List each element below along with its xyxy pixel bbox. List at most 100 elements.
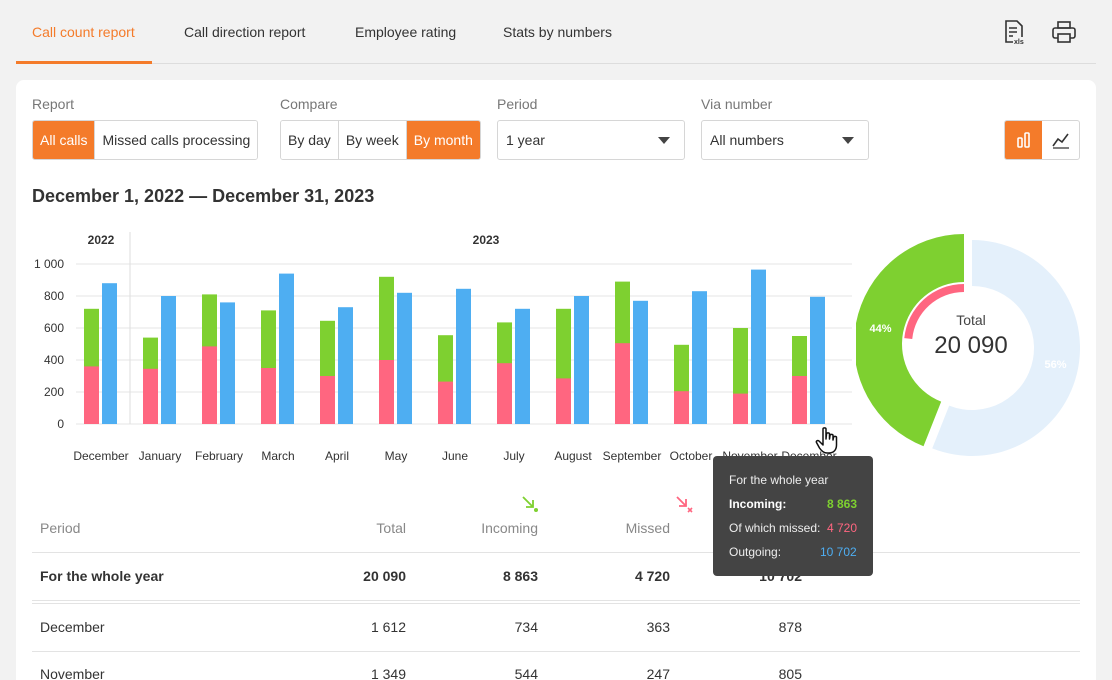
x-tick-label: December (73, 449, 128, 463)
summary-period: For the whole year (40, 568, 164, 584)
call-count-bar-chart: 1 000 800 600 400 200 0 2022 2023 December Januar… (34, 232, 852, 463)
row-period: December (40, 619, 105, 635)
bar-missed (556, 378, 571, 424)
donut-slice-outgoing (932, 240, 1080, 456)
bar-outgoing (102, 283, 117, 424)
xls-export-icon[interactable]: xls (1000, 18, 1028, 46)
tab-call-direction-report[interactable]: Call direction report (184, 24, 306, 40)
compare-segmented: By day By week By month (280, 120, 481, 160)
report-option-missed-calls-processing[interactable]: Missed calls processing (95, 121, 258, 159)
y-tick-label: 600 (44, 321, 64, 335)
table-divider (32, 603, 1080, 604)
x-tick-label: October (670, 449, 713, 463)
table-header-period: Period (40, 520, 81, 536)
tooltip-outgoing-label: Outgoing: (729, 545, 782, 559)
bar-missed (792, 376, 807, 424)
report-tabs: Call count report Call direction report … (16, 0, 1096, 64)
chevron-down-icon (658, 137, 670, 144)
donut-slice-incoming (856, 234, 964, 447)
row-total: 1 349 (370, 666, 406, 680)
bar-outgoing (338, 307, 353, 424)
table-header-missed: Missed (625, 520, 670, 536)
x-tick-label: January (139, 449, 182, 463)
bar-missed (379, 360, 394, 424)
row-missed: 247 (646, 666, 670, 680)
row-missed: 363 (646, 619, 670, 635)
bar-missed (497, 363, 512, 424)
tooltip-missed-label: Of which missed: (729, 521, 821, 535)
y-tick-label: 0 (57, 417, 64, 431)
y-tick-label: 400 (44, 353, 64, 367)
bar-outgoing (574, 296, 589, 424)
chevron-down-icon (842, 137, 854, 144)
bar-missed (202, 346, 217, 424)
via-number-select-value: All numbers (710, 132, 784, 148)
compare-option-by-month[interactable]: By month (406, 121, 480, 159)
summary-incoming: 8 863 (502, 568, 538, 584)
bar-outgoing (456, 288, 471, 424)
x-tick-label: June (442, 449, 468, 463)
donut-total-value: 20 090 (934, 332, 1008, 359)
line-chart-view-button[interactable] (1042, 121, 1079, 159)
via-number-filter-label: Via number (701, 96, 773, 112)
line-chart-icon (1051, 133, 1069, 149)
compare-filter-label: Compare (280, 96, 338, 112)
bar-chart-icon (1016, 132, 1030, 148)
report-option-all-calls[interactable]: All calls (33, 121, 96, 159)
tab-employee-rating[interactable]: Employee rating (355, 24, 457, 40)
report-card: Report All calls Missed calls processing… (16, 80, 1096, 680)
chart-tooltip: For the whole year Incoming: 8 863 Of wh… (713, 456, 873, 576)
bar-outgoing (397, 292, 412, 424)
y-tick-label: 800 (44, 289, 64, 303)
tooltip-outgoing-value: 10 702 (820, 545, 857, 559)
summary-missed: 4 720 (634, 568, 670, 584)
donut-slice-missed (904, 284, 964, 339)
bar-outgoing (692, 291, 707, 424)
incoming-call-icon (522, 496, 538, 512)
tab-stats-by-numbers[interactable]: Stats by numbers (503, 24, 612, 40)
summary-total: 20 090 (363, 568, 406, 584)
call-share-donut-chart: 44% 56% (856, 234, 1080, 456)
bar-outgoing (220, 302, 235, 424)
via-number-select[interactable]: All numbers (701, 120, 869, 160)
row-period: November (40, 666, 105, 680)
report-filter-label: Report (32, 96, 75, 112)
donut-total-label: Total (956, 312, 986, 328)
bar-missed (320, 376, 335, 424)
row-outgoing: 805 (778, 666, 802, 680)
period-select[interactable]: 1 year (497, 120, 685, 160)
period-select-value: 1 year (506, 132, 545, 148)
tab-call-count-report[interactable]: Call count report (32, 24, 135, 40)
missed-call-icon (676, 496, 693, 513)
bar-missed (261, 368, 276, 424)
donut-label-incoming: 44% (869, 323, 891, 335)
table-divider (32, 552, 1080, 553)
compare-option-by-week[interactable]: By week (338, 121, 407, 159)
table-divider (32, 600, 1080, 601)
x-tick-label: July (503, 449, 524, 463)
table-divider (32, 651, 1080, 652)
bar-outgoing (810, 296, 825, 424)
donut-label-outgoing: 56% (1044, 359, 1066, 371)
bar-missed (84, 366, 99, 424)
x-tick-label: February (195, 449, 243, 463)
row-incoming: 734 (514, 619, 538, 635)
bar-chart-view-button[interactable] (1005, 121, 1042, 159)
y-tick-label: 200 (44, 385, 64, 399)
bar-missed (438, 381, 453, 424)
bar-missed (733, 393, 748, 424)
tooltip-title: For the whole year (729, 473, 829, 487)
year-label-2023: 2023 (473, 233, 500, 247)
svg-text:xls: xls (1014, 39, 1024, 46)
x-tick-label: March (261, 449, 294, 463)
x-tick-label: May (385, 449, 408, 463)
compare-option-by-day[interactable]: By day (281, 121, 339, 159)
bar-outgoing (161, 296, 176, 424)
print-icon[interactable] (1050, 18, 1078, 46)
bar-outgoing (515, 308, 530, 424)
x-tick-label: April (325, 449, 349, 463)
active-tab-indicator (16, 61, 152, 64)
x-tick-label: August (554, 449, 592, 463)
tooltip-incoming-label: Incoming: (729, 497, 787, 511)
bar-outgoing (751, 269, 766, 424)
